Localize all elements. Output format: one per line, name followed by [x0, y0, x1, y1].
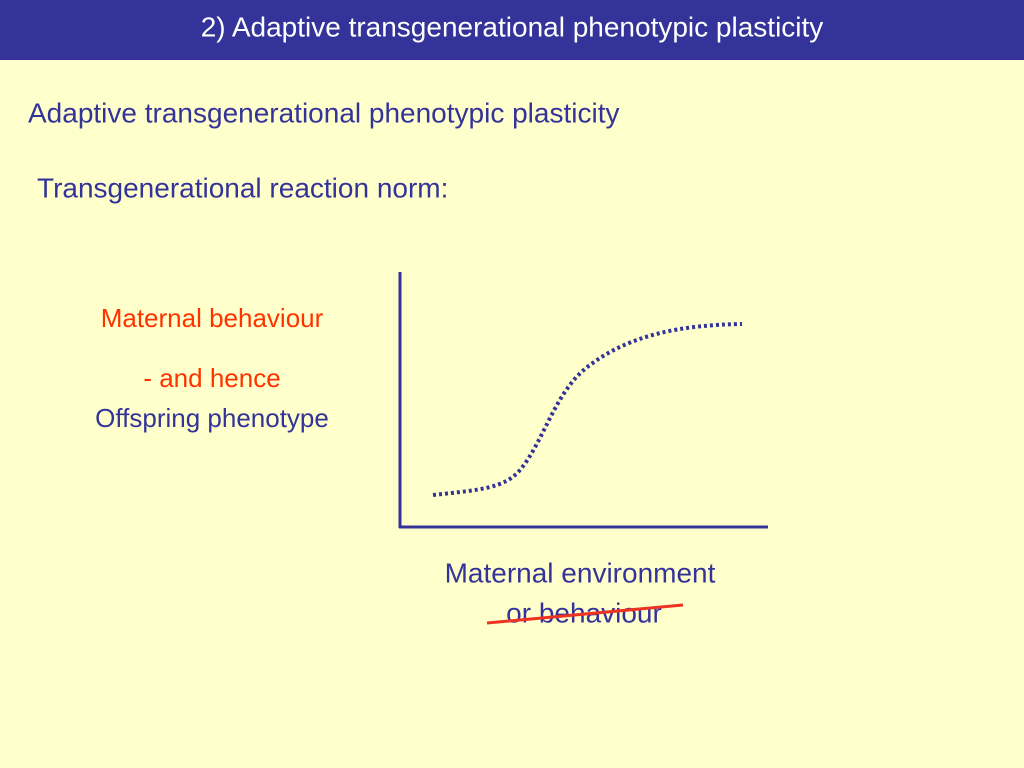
- y-label-line: Offspring phenotype: [95, 403, 329, 433]
- reaction-norm-curve: [432, 322, 743, 497]
- y-label-line: Maternal behaviour: [101, 303, 324, 333]
- x-label-line: Maternal environment: [445, 557, 716, 588]
- y-label-line: - and hence: [143, 363, 280, 393]
- heading: Adaptive transgenerational phenotypic pl…: [28, 97, 619, 128]
- header-title: 2) Adaptive transgenerational phenotypic…: [201, 11, 824, 42]
- subheading: Transgenerational reaction norm:: [37, 172, 448, 203]
- header-bar: [0, 0, 1024, 60]
- strike-through: [486, 603, 684, 625]
